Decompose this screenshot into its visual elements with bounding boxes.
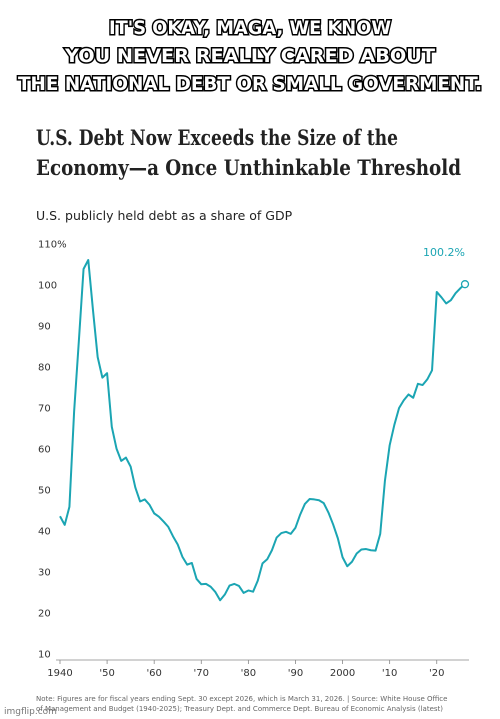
x-tick-label: 2000 [330, 668, 355, 679]
x-tick-label: 1940 [47, 668, 72, 679]
y-tick-label: 50 [38, 486, 51, 497]
caption-line: YOU NEVER REALLY CARED ABOUT [64, 45, 435, 67]
line [59, 258, 466, 602]
y-tick-label: 100 [38, 281, 57, 292]
x-tick-label: '80 [241, 668, 256, 679]
plot: 10 20 30 40 50 60 70 80 90 100 110% 1940 '50 '60 '70 '8… [38, 240, 470, 679]
y-tick-label: 80 [38, 363, 51, 374]
y-tick-label: 20 [38, 609, 51, 620]
y-tick-label: 10 [38, 650, 51, 661]
y-tick-label: 110% [38, 240, 67, 251]
x-tick-label: '70 [194, 668, 209, 679]
caption-line: THE NATIONAL DEBT OR SMALL GOVERMENT. [18, 73, 482, 95]
chart-title: U.S. Debt Now Exceeds the Size of the [36, 125, 398, 150]
y-tick-label: 60 [38, 445, 51, 456]
y-tick-label: 30 [38, 568, 51, 579]
y-tick-label: 40 [38, 527, 51, 538]
note: of Management and Budget (1940-2025); Tr… [36, 705, 443, 713]
y-tick-label: 90 [38, 322, 51, 333]
x-tick-label: '90 [288, 668, 303, 679]
y-tick-label: 70 [38, 404, 51, 415]
chart-subtitle: U.S. publicly held debt as a share of GD… [36, 208, 293, 223]
annotation: 100.2% [423, 246, 465, 259]
x-tick-label: '10 [382, 668, 397, 679]
watermark: imgflip.com [4, 707, 57, 717]
note: Note: Figures are for fiscal years endin… [36, 695, 447, 703]
caption-line: IT'S OKAY, MAGA, WE KNOW [109, 17, 391, 39]
end-marker [460, 280, 470, 289]
chart-title: Economy—a Once Unthinkable Threshold [36, 155, 461, 180]
x-tick-label: '20 [429, 668, 444, 679]
x-tick-label: '50 [99, 668, 114, 679]
x-tick-label: '60 [146, 668, 161, 679]
